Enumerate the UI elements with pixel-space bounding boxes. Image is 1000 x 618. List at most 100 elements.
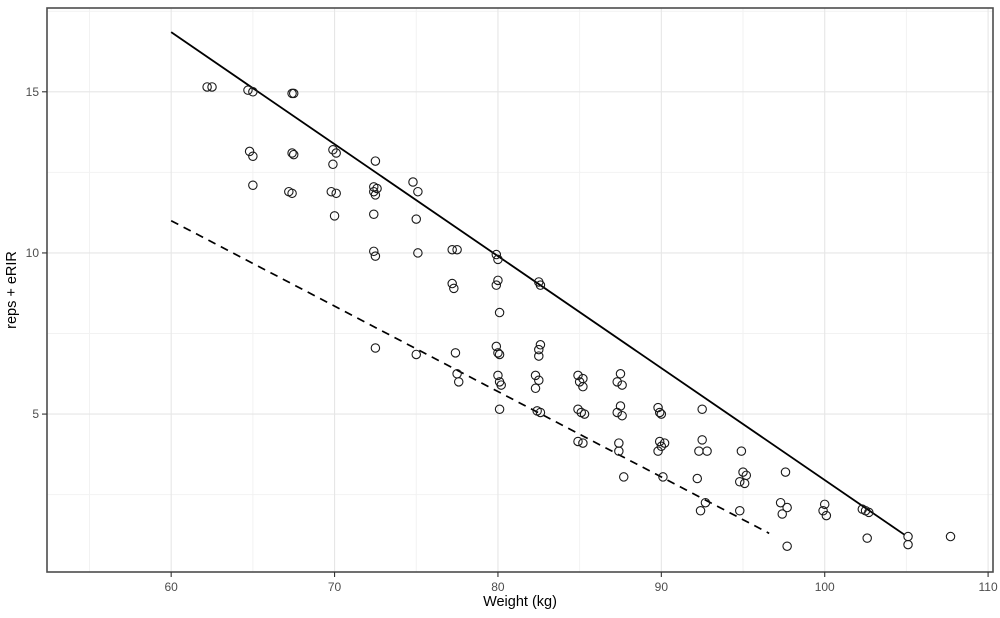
data-point: [328, 145, 338, 155]
data-point: [248, 151, 258, 162]
data-point: [493, 348, 503, 358]
data-point: [491, 280, 502, 290]
data-point: [578, 381, 588, 392]
data-point: [328, 159, 338, 170]
data-point: [862, 533, 872, 543]
data-point: [370, 343, 381, 353]
data-point: [534, 344, 544, 355]
data-point: [370, 190, 381, 200]
data-point: [736, 446, 747, 456]
major-gridlines: [47, 8, 993, 572]
data-point: [243, 85, 253, 95]
data-point: [818, 506, 828, 516]
data-point: [782, 541, 792, 551]
plot-panel: [47, 8, 993, 572]
lower-reference-line: [170, 219, 770, 535]
data-point: [819, 499, 830, 510]
data-point: [692, 473, 703, 484]
data-point: [573, 404, 583, 414]
x-tick-label: 70: [328, 580, 342, 594]
panel-border: [46, 7, 994, 573]
data-point: [903, 539, 913, 550]
data-point: [617, 380, 627, 390]
data-point: [573, 370, 583, 381]
data-point: [494, 349, 505, 360]
data-point: [411, 214, 422, 224]
data-point: [287, 148, 297, 158]
x-tick-label: 90: [655, 580, 669, 594]
data-point: [535, 340, 546, 350]
data-point: [494, 307, 505, 318]
data-point: [287, 188, 297, 199]
data-point: [775, 497, 786, 508]
data-point: [777, 509, 787, 519]
data-point: [413, 248, 423, 258]
panel-border-rect: [46, 7, 994, 573]
data-point: [945, 531, 956, 542]
data-point: [735, 477, 745, 487]
data-point: [369, 246, 379, 257]
data-point: [411, 349, 422, 360]
data-point: [659, 438, 670, 448]
axis-tick-labels: 60 70 80 90 100 110 5 10 15: [26, 85, 998, 594]
regression-lines: [170, 31, 906, 536]
y-tick-label: 15: [26, 85, 40, 99]
data-point: [452, 244, 462, 255]
data-point: [248, 180, 258, 191]
data-point: [739, 478, 750, 489]
data-point: [618, 472, 629, 482]
data-points: [202, 82, 956, 551]
data-point: [370, 156, 381, 166]
data-point: [496, 380, 506, 390]
data-point: [654, 407, 665, 418]
x-tick-label: 100: [815, 580, 835, 594]
data-point: [617, 410, 627, 421]
data-point: [573, 436, 583, 447]
data-point: [453, 377, 464, 387]
data-point: [288, 88, 299, 99]
data-point: [534, 351, 544, 361]
data-point: [493, 370, 503, 381]
data-point: [369, 209, 379, 220]
data-point: [656, 409, 667, 419]
data-point: [530, 370, 541, 381]
data-point: [697, 404, 707, 414]
data-point: [530, 383, 541, 394]
data-point: [653, 446, 663, 456]
data-point: [735, 506, 745, 516]
data-point: [372, 183, 382, 194]
data-point: [658, 472, 668, 482]
data-point: [579, 409, 590, 419]
data-point: [447, 244, 457, 255]
x-tick-label: 80: [491, 580, 505, 594]
data-point: [326, 186, 337, 197]
data-point: [702, 446, 712, 456]
data-point: [615, 369, 626, 379]
data-point: [370, 251, 381, 261]
data-point: [248, 87, 258, 97]
minor-gridlines: [47, 8, 993, 572]
data-point: [695, 506, 706, 516]
data-point: [450, 348, 461, 358]
upper-reference-line: [170, 31, 906, 536]
data-point: [738, 467, 748, 477]
data-point: [493, 275, 503, 286]
data-point: [491, 249, 502, 260]
data-point: [244, 146, 255, 157]
data-point: [656, 441, 667, 452]
data-point: [202, 82, 212, 92]
data-point: [700, 497, 711, 508]
data-point: [578, 438, 588, 448]
data-point: [288, 149, 299, 160]
data-point: [449, 283, 459, 294]
y-axis-title: reps + eRIR: [4, 251, 20, 329]
y-tick-label: 5: [32, 407, 39, 421]
data-point: [654, 436, 665, 447]
axis-ticks: [42, 91, 989, 577]
x-axis-title: Weight (kg): [483, 594, 557, 610]
data-point: [782, 502, 792, 513]
data-point: [331, 148, 341, 158]
data-point: [207, 82, 217, 92]
